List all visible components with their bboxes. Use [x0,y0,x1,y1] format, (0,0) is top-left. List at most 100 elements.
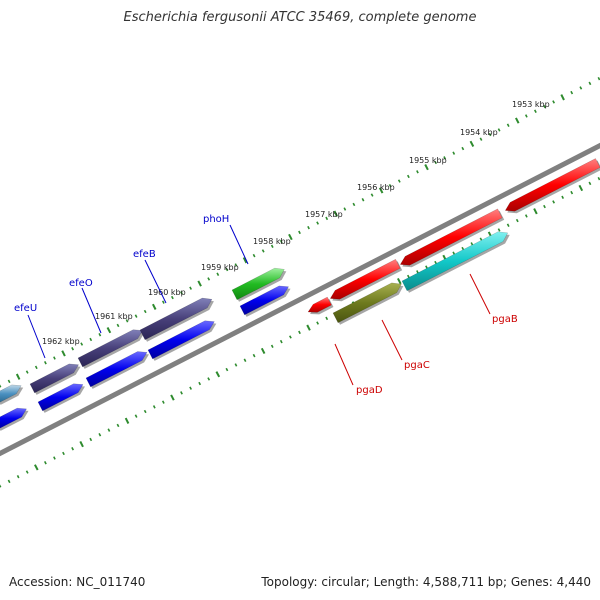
gene-efeU-outer [0,384,22,403]
minor-tick [406,174,410,179]
tick-label: 1957 kbp [305,210,343,219]
minor-tick [597,176,600,181]
minor-tick [597,76,600,81]
tick-label: 1954 kbp [460,128,498,137]
minor-tick [89,437,93,442]
major-tick [197,280,202,287]
tick-label: 1953 kbp [512,100,550,109]
minor-tick [352,202,356,207]
gene-phoH [231,267,285,301]
major-tick [288,233,293,241]
minor-tick [261,249,265,253]
major-tick [397,277,402,285]
gene-efeB [139,297,213,341]
minor-tick [298,330,301,335]
minor-tick [497,228,501,232]
minor-tick [325,216,329,221]
accession-text: Accession: NC_011740 [9,575,146,589]
minor-tick [561,195,565,199]
major-tick [15,373,21,380]
minor-tick [134,414,138,418]
minor-tick [461,146,465,151]
tick-label: 1961 kbp [95,312,133,321]
gene-label-efeO: efeO [69,278,93,289]
minor-tick [80,342,84,346]
tick-label: 1958 kbp [253,237,291,246]
minor-tick [497,128,501,132]
minor-tick [243,358,247,362]
gene-efeU [29,363,79,394]
minor-tick [443,156,447,160]
minor-tick [434,260,438,265]
minor-tick [479,237,483,241]
minor-tick [152,405,156,409]
tick-label: 1962 kbp [42,337,80,346]
major-tick [61,350,66,357]
gene-pgaD-cds [307,296,332,313]
gene-label-pgaD: pgaD [356,385,383,396]
minor-tick [143,409,147,414]
tick-label: 1960 kbp [148,288,186,297]
minor-tick [388,184,392,188]
major-tick [306,324,311,331]
minor-tick [570,190,574,195]
major-tick [170,394,175,401]
minor-tick [143,309,147,314]
leader-phoH [229,224,249,265]
major-tick [79,440,84,448]
genome-backbone [0,142,600,457]
major-tick [152,303,157,310]
cds-4 [147,320,215,360]
minor-tick [515,218,519,223]
minor-tick [134,314,138,318]
minor-tick [116,323,120,328]
minor-tick [425,265,428,269]
minor-tick [161,400,165,404]
minor-tick [234,363,238,367]
tick-label: 1955 kbp [409,156,447,165]
minor-tick [53,456,56,460]
minor-tick [7,379,11,384]
tick-labels: 1953 kbp 1954 kbp 1955 kbp 1956 kbp 1957 kbp… [42,100,550,346]
gene-label-pgaB: pgaB [492,314,518,325]
minor-tick [579,86,583,90]
minor-tick [570,90,574,95]
minor-tick [307,225,310,230]
minor-tick [288,335,292,339]
minor-tick [434,160,438,165]
leader-efeB [144,259,167,304]
gene-pgaC [332,282,402,324]
major-tick [106,327,112,334]
minor-tick [180,291,183,295]
minor-tick [470,242,474,246]
minor-tick [116,423,120,428]
minor-tick [25,470,29,474]
minor-tick [316,321,320,325]
leader-efeO [81,287,102,334]
minor-tick [270,244,274,248]
major-tick [124,417,130,424]
leader-pgaC [381,319,403,361]
minor-tick [170,295,174,300]
leader-lines [27,224,491,386]
minor-tick [543,204,546,209]
minor-tick [216,272,220,276]
minor-tick [461,246,465,251]
minor-tick [189,386,193,390]
minor-tick [71,347,75,351]
minor-tick [452,151,456,155]
minor-tick [524,114,528,118]
gene-red-4 [504,158,600,212]
gene-pgaB-cds [399,208,503,266]
major-tick [515,117,520,124]
major-tick [215,371,221,378]
minor-tick [16,475,20,479]
gene-label-phoH: phoH [203,214,229,225]
minor-tick [107,428,111,432]
map-title: Escherichia fergusonii ATCC 35469, compl… [123,10,477,25]
minor-tick [588,81,592,86]
minor-tick [207,277,211,281]
minor-tick [298,230,301,235]
minor-tick [279,339,283,344]
